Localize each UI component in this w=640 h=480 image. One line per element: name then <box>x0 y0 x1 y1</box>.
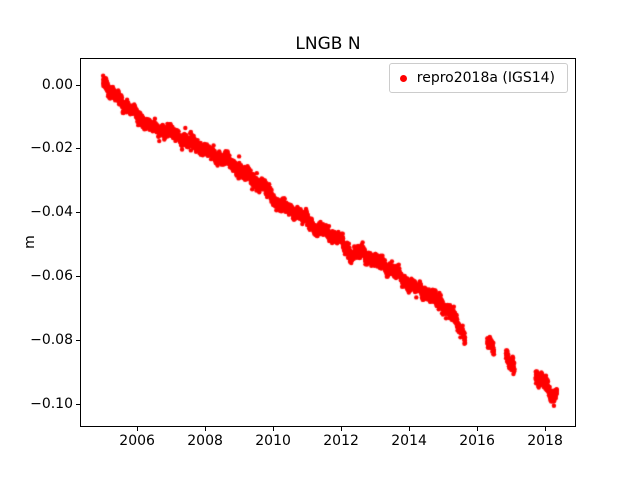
x-tick-label: 2016 <box>459 433 495 449</box>
legend-label: repro2018a (IGS14) <box>416 70 555 86</box>
y-tick-mark <box>76 84 80 86</box>
x-tick-mark <box>137 427 139 431</box>
chart-title: LNGB N <box>295 34 361 54</box>
x-tick-label: 2012 <box>323 433 359 449</box>
x-tick-label: 2006 <box>119 433 155 449</box>
y-tick-label: −0.10 <box>30 395 73 412</box>
y-tick-mark <box>76 276 80 278</box>
y-axis-label: m <box>22 235 38 249</box>
x-tick-label: 2008 <box>187 433 223 449</box>
y-tick-label: −0.04 <box>30 204 73 221</box>
x-tick-mark <box>545 427 547 431</box>
legend: repro2018a (IGS14) <box>388 63 568 93</box>
y-tick-mark <box>76 212 80 214</box>
x-tick-mark <box>205 427 207 431</box>
x-tick-mark <box>273 427 275 431</box>
y-tick-label: −0.06 <box>30 268 73 285</box>
y-tick-label: −0.08 <box>30 332 73 349</box>
y-tick-mark <box>76 340 80 342</box>
scatter-canvas <box>80 58 576 427</box>
x-tick-label: 2018 <box>527 433 563 449</box>
x-tick-mark <box>409 427 411 431</box>
x-tick-label: 2010 <box>255 433 291 449</box>
y-tick-label: 0.00 <box>41 76 73 93</box>
x-tick-mark <box>341 427 343 431</box>
y-tick-mark <box>76 148 80 150</box>
y-tick-mark <box>76 403 80 405</box>
legend-marker-icon <box>399 74 407 82</box>
y-tick-label: −0.02 <box>30 140 73 157</box>
x-tick-mark <box>477 427 479 431</box>
x-tick-label: 2014 <box>391 433 427 449</box>
